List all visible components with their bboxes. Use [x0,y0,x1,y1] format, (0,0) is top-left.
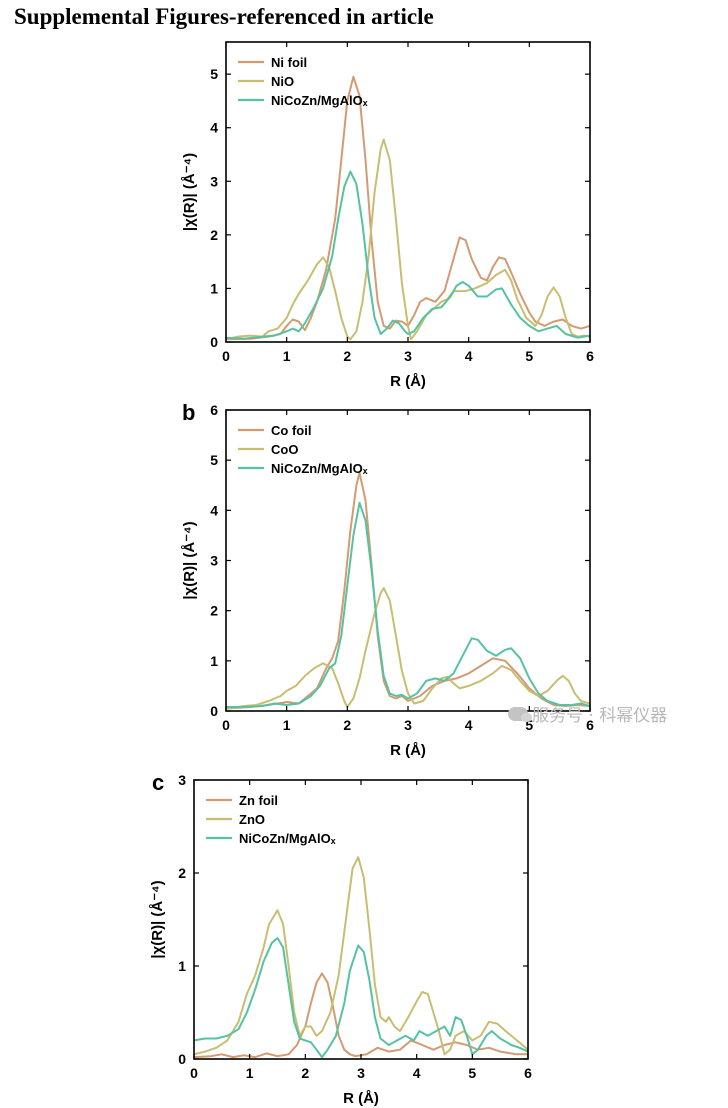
x-tick-label: 4 [413,1065,421,1081]
series-group [226,75,590,341]
y-tick-label: 1 [178,958,186,974]
x-tick-label: 3 [404,717,412,733]
y-tick-label: 5 [210,452,218,468]
x-tick-label: 2 [343,348,351,364]
y-tick-label: 6 [210,402,218,418]
y-tick-label: 0 [178,1051,186,1067]
legend-label: Ni foil [271,55,307,70]
legend-label: Co foil [271,423,311,438]
legend-label: NiCoZn/MgAlOₓ [271,461,368,476]
x-tick-label: 3 [357,1065,365,1081]
page-title: Supplemental Figures-referenced in artic… [14,4,434,29]
series-line-3 [194,937,528,1059]
series-line-2 [226,138,590,341]
legend: Co foil CoO NiCoZn/MgAlOₓ [238,423,368,476]
x-tick-label: 6 [586,348,594,364]
legend-label: ZnO [239,812,265,827]
legend-label: NiCoZn/MgAlOₓ [239,831,336,846]
series-line-2 [194,856,528,1056]
y-tick-label: 3 [210,173,218,189]
series-group [194,856,528,1059]
x-axis-title: R (Å) [390,373,426,390]
x-tick-label: 1 [283,717,291,733]
y-tick-label: 2 [178,865,186,881]
series-line-1 [194,972,528,1059]
legend: Zn foil ZnO NiCoZn/MgAlOₓ [206,793,336,846]
series-group [226,471,590,710]
x-tick-label: 0 [222,717,230,733]
y-tick-label: 2 [210,603,218,619]
legend: Ni foil NiO NiCoZn/MgAlOₓ [238,55,368,108]
legend-label: Zn foil [239,793,278,808]
x-tick-label: 5 [525,348,533,364]
legend-label: NiCoZn/MgAlOₓ [271,93,368,108]
x-tick-label: 5 [525,717,533,733]
x-tick-label: 0 [222,348,230,364]
series-line-3 [226,170,590,340]
y-tick-label: 1 [210,653,218,669]
x-axis-title: R (Å) [390,742,426,759]
chart-panel-1: 0 1 2 3 4 5 6 0 1 2 3 4 5 R (Å) |χ(R)| (Å⁻⁴) Ni foil NiO… [181,41,594,390]
y-axis-title: |χ(R)| (Å⁻⁴) [149,880,166,958]
x-tick-label: 0 [190,1065,198,1081]
x-tick-label: 6 [524,1065,532,1081]
y-tick-label: 1 [210,280,218,296]
x-tick-label: 4 [465,717,473,733]
y-axis-title: |χ(R)| (Å⁻⁴) [181,153,198,231]
x-tick-label: 4 [465,348,473,364]
series-line-1 [226,75,590,341]
y-tick-label: 5 [210,66,218,82]
y-tick-label: 4 [210,120,218,136]
x-axis-title: R (Å) [343,1090,379,1107]
x-tick-label: 5 [468,1065,476,1081]
y-tick-label: 4 [210,502,218,518]
series-line-3 [226,501,590,708]
panel-label: b [182,400,195,425]
series-line-1 [226,471,590,710]
x-tick-label: 2 [343,717,351,733]
y-axis-title: |χ(R)| (Å⁻⁴) [181,521,198,599]
wechat-icon [508,706,532,722]
x-tick-label: 3 [404,348,412,364]
x-tick-label: 6 [586,717,594,733]
watermark: 服务号 · 科幂仪器 [508,701,667,726]
x-tick-label: 2 [301,1065,309,1081]
chart-panel-3: 0 1 2 3 4 5 6 0 1 2 3 R (Å) |χ(R)| (Å⁻⁴) c Zn foil ZnO N… [149,770,532,1107]
legend-label: CoO [271,442,298,457]
y-tick-label: 0 [210,703,218,719]
y-tick-label: 2 [210,227,218,243]
y-tick-label: 3 [210,553,218,569]
legend-label: NiO [271,74,294,89]
y-tick-label: 3 [178,772,186,788]
x-tick-label: 1 [283,348,291,364]
panel-label: c [152,770,164,795]
x-tick-label: 1 [246,1065,254,1081]
series-line-2 [226,587,590,710]
watermark-text: 服务号 · 科幂仪器 [532,706,668,726]
y-tick-label: 0 [210,334,218,350]
